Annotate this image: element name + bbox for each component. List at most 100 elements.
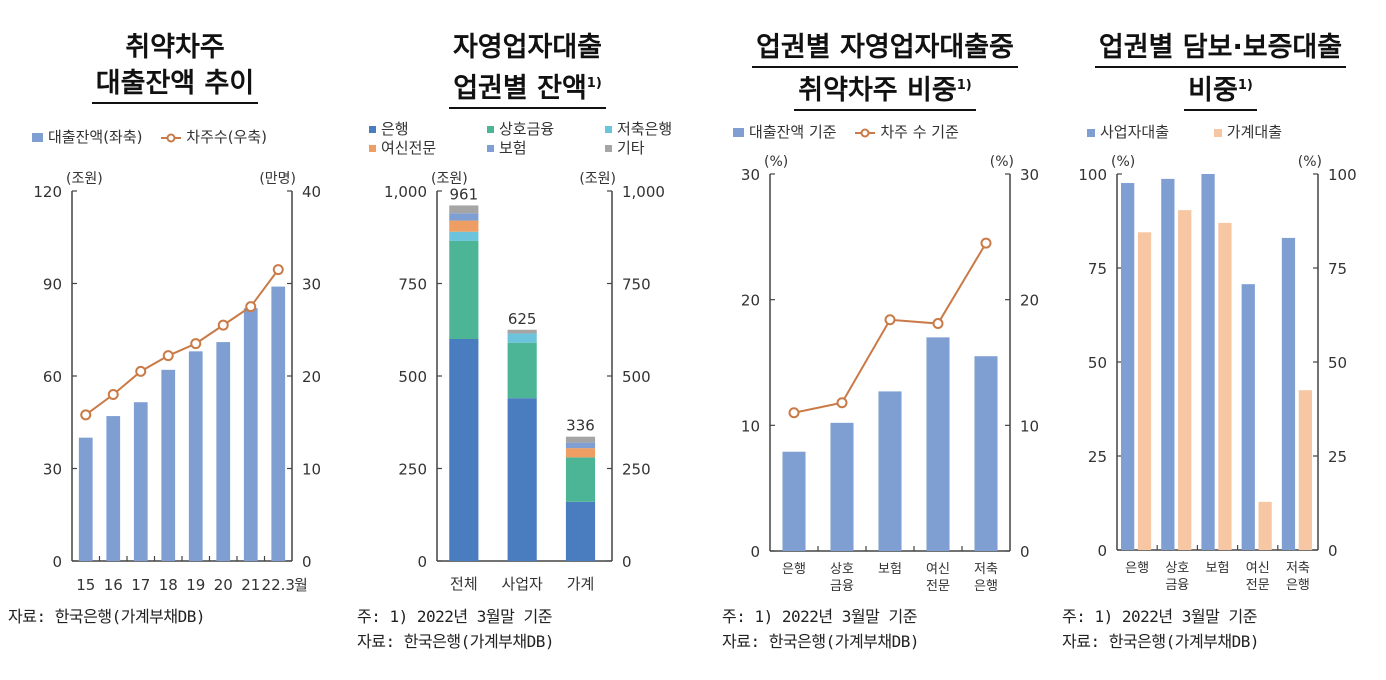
chart-3-title: 업권별 자영업자대출중 취약차주 비중1) bbox=[715, 30, 1055, 111]
x-tick-label: 은행 bbox=[1125, 560, 1149, 576]
left-tick-label: 0 bbox=[1097, 542, 1107, 560]
x-tick-label: 상호 bbox=[830, 562, 854, 577]
bar-swatch-icon bbox=[1213, 128, 1222, 137]
left-tick-label: 30 bbox=[43, 461, 62, 479]
line-point-borrowers bbox=[135, 365, 147, 377]
right-tick-label: 500 bbox=[622, 368, 651, 386]
x-tick-label: 전체 bbox=[450, 575, 478, 593]
line-point-borrower-basis bbox=[884, 314, 896, 326]
bar-business-loan bbox=[1121, 183, 1135, 551]
left-tick-label: 20 bbox=[741, 292, 760, 310]
legend-item: 상호금융 bbox=[487, 120, 605, 139]
chart-3-legend: 대출잔액 기준 차주 수 기준 bbox=[733, 121, 973, 142]
footnote-marker: 1) bbox=[956, 78, 972, 93]
stacked-segment-other bbox=[449, 205, 479, 214]
bar-household-loan bbox=[1218, 222, 1232, 550]
chart-2-footnote: 주: 1) 2022년 3월말 기준 bbox=[357, 607, 552, 626]
chart-4-footnote: 주: 1) 2022년 3월말 기준 bbox=[1062, 607, 1257, 626]
title-text: 비중 bbox=[1188, 75, 1238, 106]
x-tick-label: 여신 bbox=[926, 562, 950, 577]
line-point-borrowers bbox=[80, 409, 92, 421]
right-tick-label: 1,000 bbox=[622, 183, 665, 201]
right-tick-label: 0 bbox=[1328, 542, 1338, 560]
chart-3-title-line2: 취약차주 비중1) bbox=[794, 68, 976, 111]
stacked-segment-other bbox=[565, 436, 596, 443]
bar-balance-basis bbox=[878, 391, 902, 551]
line-point-borrowers bbox=[245, 301, 257, 313]
line-marker-icon bbox=[161, 133, 182, 142]
line-point-borrowers bbox=[190, 338, 202, 350]
left-tick-label: 25 bbox=[1088, 448, 1107, 466]
left-unit-label: (조원) bbox=[431, 171, 468, 187]
left-tick-label: 60 bbox=[43, 368, 62, 386]
legend-item: 저축은행 bbox=[605, 120, 705, 139]
legend-swatch-icon bbox=[605, 145, 612, 152]
right-tick-label: 10 bbox=[1020, 417, 1039, 435]
bar-swatch-icon bbox=[733, 128, 744, 137]
left-unit-label: (%) bbox=[764, 154, 788, 170]
chart-4-title: 업권별 담보·보증대출 비중1) bbox=[1055, 30, 1386, 111]
title-text: 취약차주 비중 bbox=[798, 75, 957, 106]
legend-item: 기타 bbox=[605, 139, 705, 158]
bar-swatch-icon bbox=[32, 133, 43, 142]
bar-household-loan bbox=[1137, 232, 1152, 550]
chart-2-source: 자료: 한국은행(가계부채DB) bbox=[357, 632, 555, 651]
x-tick-label: 여신 bbox=[1246, 561, 1270, 576]
left-tick-label: 120 bbox=[33, 183, 62, 201]
total-label: 961 bbox=[450, 185, 479, 203]
chart-panel-1: 취약차주 대출잔액 추이 대출잔액(좌축) 차주수(우축) 0 30 60 90 120… bbox=[0, 0, 350, 680]
line-point-borrowers bbox=[272, 264, 284, 276]
right-tick-label: 75 bbox=[1328, 260, 1347, 278]
chart-1-legend: 대출잔액(좌축) 차주수(우축) bbox=[32, 126, 281, 147]
x-tick-label: 전문 bbox=[1246, 578, 1270, 593]
left-tick-label: 0 bbox=[417, 553, 427, 571]
left-unit-label: (조원) bbox=[66, 171, 103, 187]
bar-loan-balance bbox=[271, 286, 286, 561]
footnote-marker: 1) bbox=[1237, 78, 1253, 93]
legend-item-borrower-basis: 차주 수 기준 bbox=[855, 121, 959, 142]
right-tick-label: 20 bbox=[302, 368, 321, 386]
legend-item-business: 사업자대출 bbox=[1087, 121, 1169, 142]
line-point-borrower-basis bbox=[836, 397, 848, 409]
legend-swatch-icon bbox=[369, 145, 376, 152]
bar-business-loan bbox=[1201, 174, 1215, 550]
legend-item-loan-balance: 대출잔액(좌축) bbox=[32, 126, 143, 147]
bar-loan-balance bbox=[188, 351, 203, 561]
chart-4-legend: 사업자대출 가계대출 bbox=[1087, 121, 1296, 142]
bar-balance-basis bbox=[782, 451, 806, 551]
x-tick-label: 은행 bbox=[1286, 577, 1310, 593]
chart-4-source: 자료: 한국은행(가계부채DB) bbox=[1062, 632, 1260, 651]
chart-2-legend: 은행 상호금융 저축은행 여신전문 보험 기타 bbox=[369, 120, 705, 158]
legend-swatch-icon bbox=[605, 126, 612, 133]
right-tick-label: 30 bbox=[302, 276, 321, 294]
left-tick-label: 100 bbox=[1078, 166, 1107, 184]
total-label: 625 bbox=[508, 310, 537, 328]
right-tick-label: 10 bbox=[302, 461, 321, 479]
footnote-marker: 1) bbox=[586, 76, 602, 91]
bar-loan-balance bbox=[243, 308, 258, 561]
bar-loan-balance bbox=[106, 416, 121, 561]
stacked-segment-bank bbox=[507, 398, 537, 561]
left-tick-label: 50 bbox=[1088, 354, 1107, 372]
chart-3-footnote: 주: 1) 2022년 3월말 기준 bbox=[722, 607, 917, 626]
stacked-segment-mutual bbox=[449, 240, 479, 339]
chart-3-title-line1: 업권별 자영업자대출중 bbox=[752, 30, 1018, 68]
right-unit-label: (만명) bbox=[259, 171, 296, 187]
left-tick-label: 750 bbox=[398, 276, 427, 294]
legend-label: 대출잔액 기준 bbox=[749, 123, 837, 141]
legend-label: 사업자대출 bbox=[1100, 123, 1170, 141]
bar-loan-balance bbox=[216, 342, 231, 561]
right-tick-label: 50 bbox=[1328, 354, 1347, 372]
x-tick-label: 17 bbox=[131, 576, 150, 594]
x-tick-label: 19 bbox=[186, 576, 205, 594]
line-borrower-basis bbox=[793, 242, 987, 414]
right-tick-label: 30 bbox=[1020, 166, 1039, 184]
line-marker-icon bbox=[855, 128, 876, 137]
x-tick-label: 전문 bbox=[926, 579, 950, 594]
x-tick-label: 보험 bbox=[878, 562, 902, 577]
chart-2-title-line2: 업권별 잔액1) bbox=[449, 66, 606, 109]
legend-swatch-icon bbox=[487, 145, 494, 152]
legend-label: 차주수(우축) bbox=[186, 128, 268, 146]
stacked-segment-savings bbox=[507, 333, 537, 343]
legend-label: 가계대출 bbox=[1226, 123, 1282, 141]
